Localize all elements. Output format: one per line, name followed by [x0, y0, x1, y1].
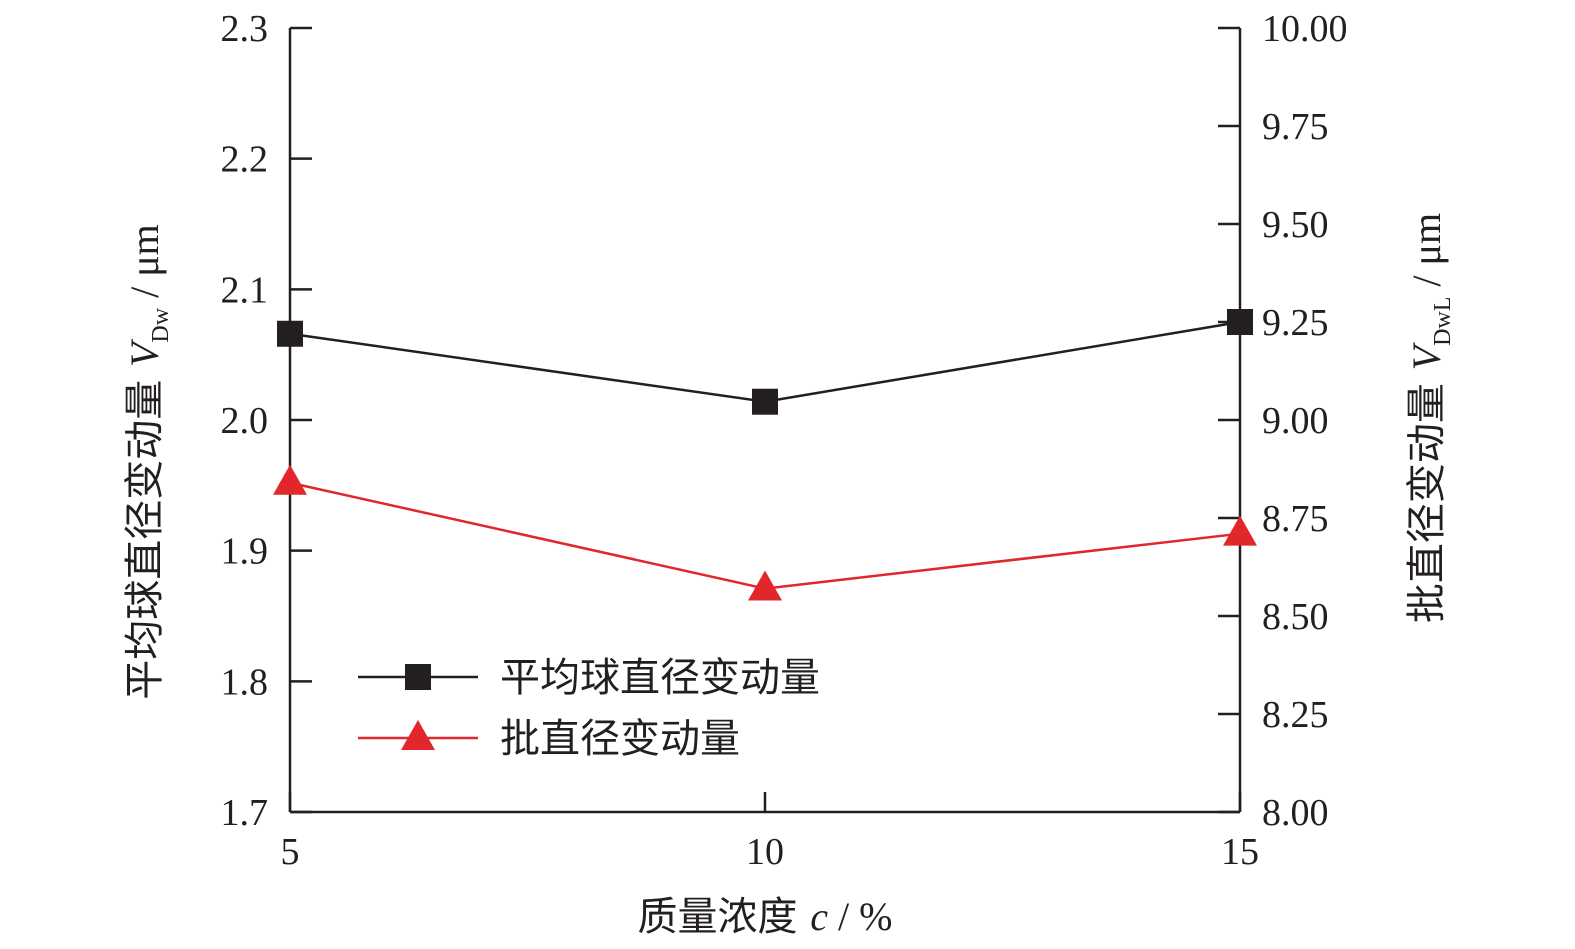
left-tick-label: 2.0 — [221, 400, 269, 442]
data-point-2 — [273, 464, 307, 495]
left-axis-title: 平均球直径变动量 VDw / μm — [122, 224, 174, 700]
right-tick-label: 9.50 — [1262, 204, 1329, 246]
x-tick-label: 15 — [1221, 831, 1259, 873]
left-tick-label: 2.3 — [221, 8, 269, 50]
ticks: 1.7 1.8 1.9 2.0 2.1 2.2 2.3 8.00 8.25 8.50 8.75 9.0… — [221, 8, 1348, 873]
right-axis-title: 批直径变动量 VDwL / μm — [1404, 213, 1456, 623]
series-layer — [273, 309, 1257, 601]
legend-marker-1 — [405, 664, 431, 690]
right-tick-label: 10.00 — [1262, 8, 1348, 50]
data-point-1 — [1227, 309, 1253, 335]
right-tick-label: 8.75 — [1262, 498, 1329, 540]
right-tick-label: 9.75 — [1262, 106, 1329, 148]
x-axis-title: 质量浓度 c / % — [638, 894, 893, 940]
axis-titles: 质量浓度 c / % 平均球直径变动量 VDw / μm 批直径变动量 VDwL /… — [122, 213, 1456, 940]
data-point-1 — [752, 388, 778, 415]
right-tick-label: 9.25 — [1262, 302, 1329, 344]
left-tick-label: 2.1 — [221, 269, 269, 311]
data-point-2 — [1223, 515, 1257, 546]
left-tick-label: 1.7 — [221, 792, 269, 834]
data-point-2 — [748, 570, 782, 601]
legend-label-2: 批直径变动量 — [500, 716, 740, 762]
right-tick-label: 8.50 — [1262, 596, 1329, 638]
data-point-1 — [277, 320, 303, 347]
right-tick-label: 8.25 — [1262, 694, 1329, 736]
right-tick-label: 8.00 — [1262, 792, 1329, 834]
legend-marker-2 — [401, 720, 435, 750]
left-tick-label: 1.8 — [221, 661, 269, 703]
left-tick-label: 2.2 — [221, 139, 269, 181]
x-tick-label: 5 — [281, 831, 300, 873]
legend-label-1: 平均球直径变动量 — [500, 655, 820, 701]
x-tick-label: 10 — [746, 831, 784, 873]
right-tick-label: 9.00 — [1262, 400, 1329, 442]
left-tick-label: 1.9 — [221, 531, 269, 573]
